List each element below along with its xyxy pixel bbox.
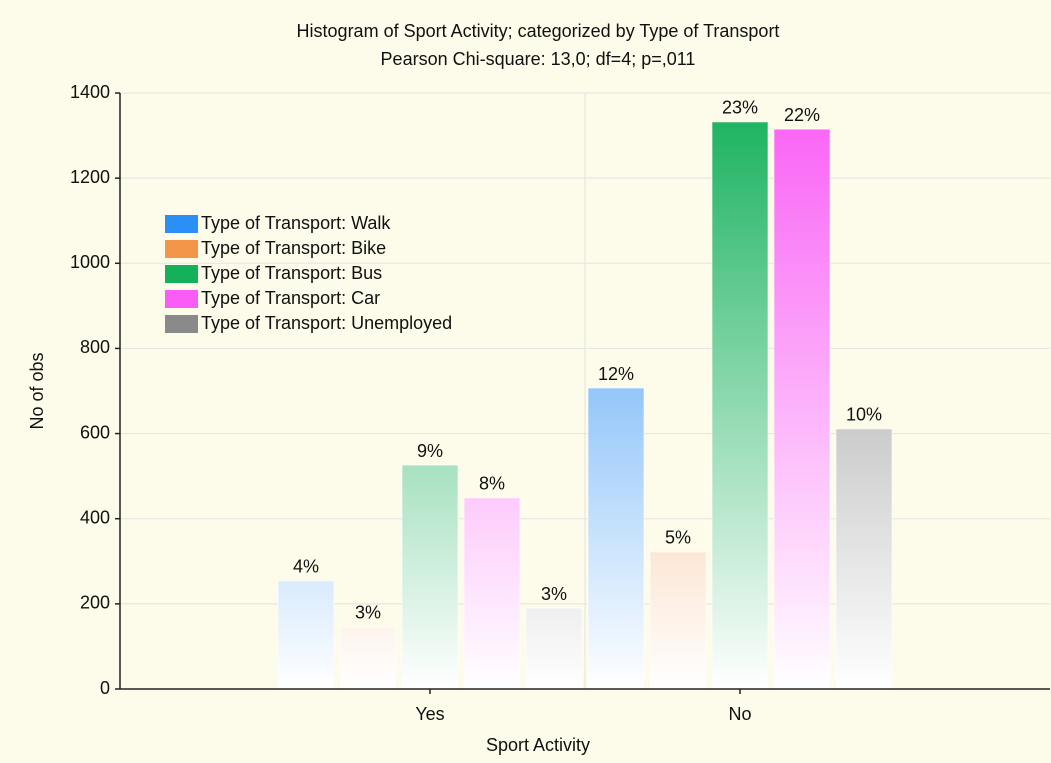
data-label: 4% [293,557,319,577]
x-tick-label: Yes [415,704,444,724]
chart-title: Histogram of Sport Activity; categorized… [297,21,780,41]
bar [339,626,397,690]
y-tick-label: 600 [80,422,110,442]
x-axis-label: Sport Activity [486,735,590,755]
bar [649,551,707,690]
x-tick-label: No [728,704,751,724]
legend-label: Type of Transport: Walk [201,213,391,233]
data-label: 23% [722,98,758,118]
legend-swatch [165,265,198,283]
data-label: 3% [355,603,381,623]
data-label: 10% [846,405,882,425]
bar [401,464,459,690]
legend-swatch [165,215,198,233]
y-tick-label: 800 [80,337,110,357]
y-tick-label: 0 [100,678,110,698]
y-axis-label: No of obs [27,352,47,429]
data-label: 5% [665,528,691,548]
legend-swatch [165,240,198,258]
bar [835,428,893,690]
legend-label: Type of Transport: Bus [201,263,382,283]
y-tick-label: 1000 [70,252,110,272]
bar [711,121,769,690]
bar [587,387,645,690]
data-label: 12% [598,364,634,384]
y-tick-label: 1400 [70,82,110,102]
legend-swatch [165,290,198,308]
bar [525,607,583,690]
y-tick-label: 1200 [70,167,110,187]
legend-swatch [165,315,198,333]
data-label: 8% [479,474,505,494]
bar [463,497,521,690]
legend-label: Type of Transport: Unemployed [201,313,452,333]
data-label: 22% [784,105,820,125]
y-tick-label: 400 [80,507,110,527]
chart-subtitle: Pearson Chi-square: 13,0; df=4; p=,011 [381,49,696,69]
data-label: 9% [417,441,443,461]
legend-label: Type of Transport: Car [201,288,380,308]
bar [773,128,831,690]
bar [277,580,335,690]
data-label: 3% [541,584,567,604]
y-tick-label: 200 [80,593,110,613]
legend-label: Type of Transport: Bike [201,238,386,258]
